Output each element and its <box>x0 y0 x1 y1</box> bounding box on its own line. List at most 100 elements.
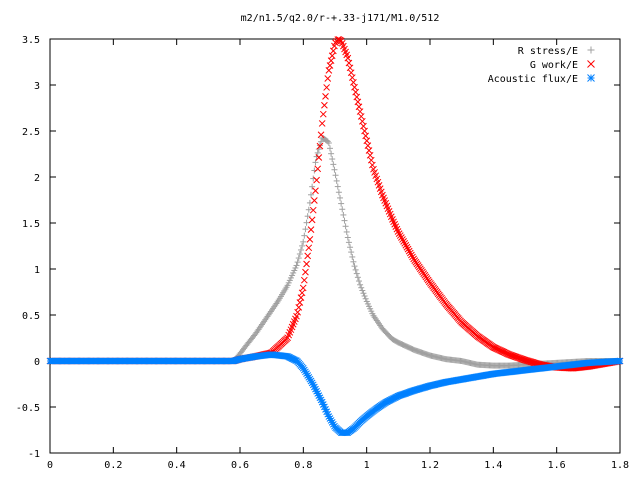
data-point <box>353 270 360 277</box>
data-point <box>616 357 624 365</box>
legend: R stress/E G work/E Acoustic flux/E <box>488 46 595 85</box>
data-point <box>316 142 324 150</box>
data-point <box>328 150 335 157</box>
data-point <box>299 284 307 292</box>
axis-ticks: 0 0.2 0.4 0.6 0.8 1 1.2 1.4 1.6 1.8 -1 -0.5 0 0.5 1 1.5… <box>16 35 629 471</box>
data-point <box>329 156 336 163</box>
data-point <box>294 259 301 266</box>
data-point <box>394 228 402 235</box>
data-point <box>330 161 337 168</box>
data-point <box>305 244 313 252</box>
y-tick-label: 3.5 <box>22 35 40 46</box>
data-point <box>295 255 302 262</box>
x-tick-label: 1.8 <box>611 460 629 471</box>
data-point <box>342 223 349 230</box>
y-tick-label: 2.5 <box>22 127 40 138</box>
data-point <box>362 295 369 302</box>
data-point <box>332 172 339 179</box>
x-tick-label: 0.4 <box>168 460 186 471</box>
data-point <box>358 284 365 291</box>
data-point <box>348 249 355 256</box>
data-point <box>318 138 325 145</box>
data-point <box>341 217 348 224</box>
y-tick-label: 2 <box>34 173 40 184</box>
data-point <box>402 241 410 249</box>
y-tick-label: -0.5 <box>16 403 40 414</box>
x-tick-label: 0 <box>47 460 53 471</box>
data-point <box>293 312 300 320</box>
y-tick-label: -1 <box>28 449 40 460</box>
data-point <box>326 145 333 152</box>
legend-label: Acoustic flux/E <box>488 74 578 85</box>
data-point <box>309 183 316 190</box>
data-point <box>303 219 310 226</box>
data-point <box>408 251 415 259</box>
data-point <box>309 206 317 214</box>
data-point <box>307 226 315 233</box>
data-point <box>347 244 354 251</box>
data-point <box>403 243 411 251</box>
data-point <box>398 234 405 241</box>
y-tick-label: 0 <box>34 357 40 368</box>
data-point <box>399 236 406 243</box>
data-point <box>405 247 413 255</box>
data-point <box>314 165 322 173</box>
data-point <box>293 262 300 269</box>
data-point <box>409 253 416 261</box>
data-point <box>369 161 376 169</box>
chart-title: m2/n1.5/q2.0/r-+.33-j171/M1.0/512 <box>241 13 440 24</box>
data-point <box>312 159 319 166</box>
data-point <box>315 154 323 161</box>
data-point <box>352 266 359 273</box>
data-point <box>401 239 409 247</box>
data-point <box>396 232 404 239</box>
data-point <box>323 84 330 91</box>
data-point <box>300 276 308 284</box>
series-3 <box>46 351 624 437</box>
legend-marker <box>587 46 595 54</box>
legend-label: G work/E <box>530 60 578 71</box>
y-tick-label: 1 <box>34 265 40 276</box>
data-point <box>322 405 329 413</box>
data-point <box>306 235 314 243</box>
data-point <box>325 139 332 146</box>
data-point <box>354 274 361 281</box>
data-point <box>404 245 412 253</box>
data-point <box>304 252 312 260</box>
data-point <box>297 246 304 253</box>
data-point <box>302 268 309 276</box>
data-point <box>338 200 345 207</box>
data-point <box>344 234 351 241</box>
data-point <box>296 251 303 258</box>
data-point <box>340 211 347 218</box>
data-point <box>349 253 356 260</box>
data-point <box>311 197 318 204</box>
data-point <box>302 226 309 233</box>
data-point <box>351 263 358 270</box>
data-point <box>317 131 325 139</box>
data-point <box>359 287 366 294</box>
x-tick-label: 1.2 <box>421 460 439 471</box>
data-point <box>305 206 312 213</box>
data-point <box>361 292 368 299</box>
data-point <box>318 120 326 127</box>
data-point <box>357 281 364 288</box>
data-point <box>331 166 338 173</box>
data-point <box>335 189 342 196</box>
data-point <box>328 419 336 426</box>
data-point <box>406 249 414 257</box>
y-tick-label: 1.5 <box>22 219 40 230</box>
data-point <box>339 206 346 213</box>
y-tick-label: 3 <box>34 81 40 92</box>
x-tick-label: 0.8 <box>294 460 312 471</box>
plot-area <box>49 38 621 454</box>
data-point <box>308 216 316 224</box>
data-point <box>324 75 332 82</box>
data-point <box>304 213 311 220</box>
data-point <box>299 242 306 249</box>
x-tick-label: 1.4 <box>484 460 502 471</box>
data-point <box>400 238 407 245</box>
data-point <box>333 177 340 184</box>
series-layer <box>46 36 624 437</box>
